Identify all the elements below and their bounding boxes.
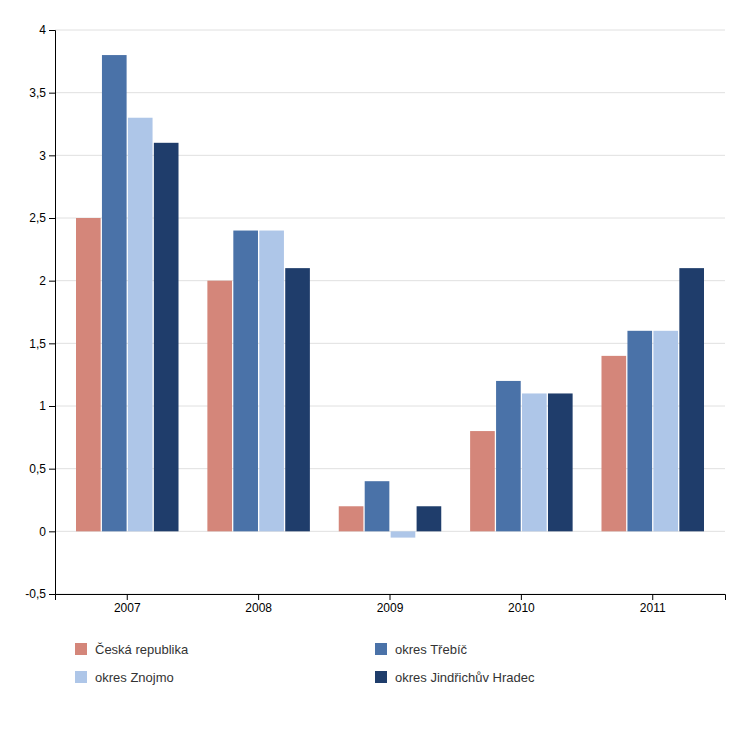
legend-label: okres Třebíč: [395, 642, 468, 657]
legend: Česká republika okres Třebíč okres Znojmo o…: [75, 642, 535, 685]
bar: [207, 281, 232, 532]
tick: 1: [39, 399, 55, 413]
tick-label: 1,5: [29, 337, 46, 351]
tick-mark: [49, 594, 55, 595]
tick-label: 2011: [640, 601, 666, 615]
tick-mark: [49, 155, 55, 156]
tick-label: 2: [39, 274, 46, 288]
bar: [128, 118, 153, 532]
bar: [470, 431, 495, 531]
tick: 3: [39, 149, 55, 163]
legend-item: okres Třebíč: [375, 642, 468, 657]
tick: 2010: [508, 594, 535, 615]
legend-swatch: [75, 643, 87, 655]
tick-label: 2009: [377, 601, 404, 615]
tick-label: 1: [39, 399, 46, 413]
legend-label: Česká republika: [95, 642, 189, 657]
tick: 2007: [114, 594, 141, 615]
legend-item: okres Znojmo: [75, 670, 174, 685]
grid-line: [55, 92, 725, 93]
tick: 2: [39, 274, 55, 288]
bar: [522, 393, 547, 531]
tick-label: 3: [39, 149, 46, 163]
bar: [102, 55, 127, 531]
tick-mark: [49, 30, 55, 31]
tick-label: 2010: [508, 601, 535, 615]
tick-label: 2008: [245, 601, 272, 615]
axis-line: [49, 31, 56, 595]
bar-series: [102, 55, 652, 531]
y-axis: -0,5 0 0,5 1 1,5 2 2,5 3 3,5 4: [25, 23, 55, 601]
tick-label: 4: [39, 23, 46, 37]
tick: 3,5: [29, 86, 55, 100]
bar: [285, 268, 310, 531]
tick: 2009: [377, 594, 404, 615]
legend-item: okres Jindřichův Hradec: [375, 670, 535, 685]
tick: 0: [39, 525, 55, 539]
tick-mark: [49, 281, 55, 282]
tick-label: 2,5: [29, 211, 46, 225]
tick: 1,5: [29, 337, 55, 351]
legend-swatch: [75, 671, 87, 683]
tick-mark: [49, 469, 55, 470]
legend-item: Česká republika: [75, 642, 189, 657]
tick-mark: [49, 218, 55, 219]
tick: 2,5: [29, 211, 55, 225]
tick-label: 0,5: [29, 462, 46, 476]
bar: [601, 356, 626, 531]
legend-label: okres Znojmo: [95, 670, 174, 685]
bar: [417, 506, 442, 531]
tick-label: 0: [39, 525, 46, 539]
bar: [548, 393, 573, 531]
bar: [627, 331, 652, 532]
legend-label: okres Jindřichův Hradec: [395, 670, 535, 685]
bar: [365, 481, 390, 531]
bar-series: [154, 143, 704, 532]
bar: [391, 531, 416, 537]
bar: [259, 231, 284, 532]
grid: [55, 30, 725, 594]
tick-label: 3,5: [29, 86, 46, 100]
tick-mark: [258, 594, 259, 600]
bar: [154, 143, 179, 532]
bar: [76, 218, 101, 531]
bar: [653, 331, 678, 532]
tick: 4: [39, 23, 55, 37]
bar: [339, 506, 364, 531]
tick: -0,5: [25, 587, 55, 601]
x-axis: 2007 2008 2009 2010 2011: [56, 594, 726, 615]
tick: 2008: [245, 594, 272, 615]
tick: 2011: [640, 594, 666, 615]
bar: [679, 268, 704, 531]
tick-mark: [49, 531, 55, 532]
tick-label: -0,5: [25, 587, 46, 601]
tick-mark: [652, 594, 653, 600]
legend-swatch: [375, 671, 387, 683]
chart: -0,5 0 0,5 1 1,5 2 2,5 3 3,5 4 2007 2008 2009 2010 201…: [0, 0, 750, 734]
plot: -0,5 0 0,5 1 1,5 2 2,5 3 3,5 4 2007 2008 2009 2010 201…: [25, 23, 725, 614]
grid-line: [55, 30, 725, 31]
bar: [496, 381, 521, 531]
tick-mark: [390, 594, 391, 600]
bar-series: [128, 118, 678, 538]
tick-mark: [521, 594, 522, 600]
tick-mark: [127, 594, 128, 600]
tick: 0,5: [29, 462, 55, 476]
axis-line: [56, 595, 726, 601]
bars: [76, 55, 704, 538]
tick-mark: [49, 343, 55, 344]
tick-label: 2007: [114, 601, 141, 615]
tick-mark: [49, 406, 55, 407]
bar: [233, 231, 258, 532]
legend-swatch: [375, 643, 387, 655]
tick-mark: [49, 93, 55, 94]
